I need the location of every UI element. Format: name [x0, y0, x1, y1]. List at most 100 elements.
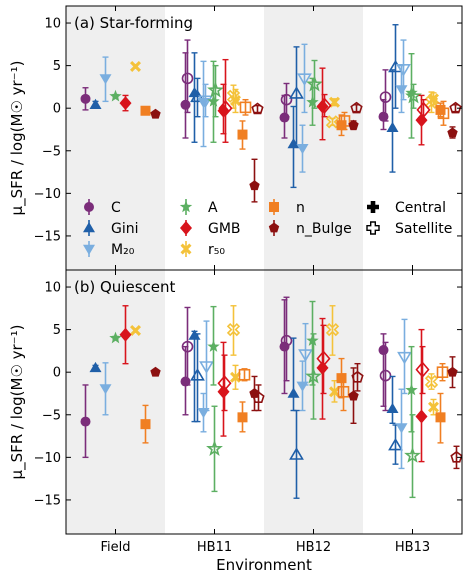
marker-x: [230, 371, 241, 383]
legend-item: A: [179, 199, 218, 216]
y-tick-label: 10: [44, 17, 61, 32]
legend-marker-x: [180, 243, 192, 255]
y-tick-label: −5: [42, 144, 61, 159]
data-point: [119, 305, 132, 365]
marker-triangle-down: [297, 73, 312, 86]
legend: C Gini M₂₀ A GMB r₅₀ n n_Bulge Central Satellite: [83, 199, 452, 258]
legend-item: C: [84, 199, 121, 216]
data-point: [140, 105, 151, 116]
data-point: [289, 409, 304, 499]
marker-circle: [280, 93, 293, 106]
data-point: [181, 39, 194, 114]
marker-star: [206, 439, 223, 456]
shaded-region-field: [66, 6, 165, 270]
star-forming-panel: −15 −10 −5 0 5 10 (a) Star-forming μ_SFR / log(…: [8, 5, 463, 271]
marker-triangle-up: [188, 329, 201, 340]
marker-triangle-up: [287, 387, 300, 398]
marker-circle: [80, 93, 91, 104]
marker-triangle-down: [198, 95, 213, 109]
legend-label: GMB: [208, 221, 241, 237]
marker-triangle-down: [99, 384, 112, 395]
data-point: [180, 52, 191, 139]
marker-square: [237, 412, 248, 423]
data-point: [89, 361, 102, 373]
marker-pentagon: [348, 390, 359, 401]
legend-marker-star: [179, 200, 193, 213]
marker-circle: [378, 111, 389, 122]
data-point: [130, 60, 141, 72]
marker-triangle-up: [386, 402, 399, 413]
marker-square: [435, 104, 446, 115]
marker-diamond: [119, 96, 132, 111]
shaded-region-hb12: [264, 6, 363, 270]
legend-marker-triangle-up: [83, 222, 95, 233]
panel-title: (b) Quiescent: [74, 278, 176, 296]
legend-label: Satellite: [395, 221, 452, 237]
data-point: [238, 368, 251, 382]
data-point: [317, 93, 332, 118]
marker-diamond: [316, 99, 329, 114]
data-point: [415, 345, 430, 395]
data-point: [181, 306, 194, 386]
marker-pentagon: [447, 127, 458, 138]
marker-x: [428, 401, 439, 413]
data-point: [396, 39, 411, 101]
marker-x: [226, 322, 241, 337]
data-point: [350, 101, 363, 114]
data-point: [424, 373, 439, 390]
marker-star: [305, 367, 322, 384]
marker-x: [130, 60, 141, 72]
marker-triangle-down: [395, 423, 408, 434]
data-point: [190, 333, 205, 423]
data-point: [305, 333, 322, 420]
data-point: [405, 345, 418, 433]
data-point: [337, 373, 350, 412]
marker-pentagon: [350, 101, 363, 114]
data-point: [405, 52, 418, 139]
data-point: [207, 305, 220, 386]
data-point: [237, 401, 248, 433]
y-tick-label: −5: [42, 408, 61, 423]
marker-star: [207, 94, 220, 107]
data-point: [435, 392, 446, 444]
x-axis-label: Environment: [216, 556, 312, 574]
y-tick-label: −10: [34, 187, 61, 202]
marker-star: [405, 87, 422, 104]
marker-circle: [379, 369, 392, 382]
marker-diamond: [415, 409, 428, 424]
marker-star: [306, 334, 319, 346]
data-point: [379, 341, 392, 412]
y-tick-label: 0: [53, 366, 61, 381]
plot-frame: [65, 269, 463, 535]
marker-star: [405, 86, 418, 99]
data-point: [450, 445, 463, 470]
data-point: [379, 69, 392, 122]
data-point: [80, 384, 91, 459]
marker-x: [329, 96, 340, 108]
data-point: [226, 305, 241, 356]
marker-square: [436, 366, 449, 378]
marker-square: [338, 115, 351, 127]
marker-circle: [378, 345, 389, 356]
marker-circle: [80, 416, 91, 427]
legend-label: A: [208, 200, 218, 216]
data-point: [449, 101, 462, 114]
data-point: [316, 324, 331, 395]
y-tick-label: −15: [34, 493, 61, 508]
marker-diamond: [416, 101, 431, 119]
data-point: [109, 331, 122, 344]
legend-label: M₂₀: [111, 242, 135, 258]
data-point: [395, 388, 408, 470]
data-point: [249, 375, 260, 412]
marker-circle: [379, 91, 392, 103]
legend-label: r₅₀: [208, 242, 225, 258]
data-point: [180, 345, 191, 416]
y-tick-label: −15: [34, 229, 61, 244]
marker-square: [237, 129, 248, 140]
legend-marker-triangle-down: [83, 244, 95, 255]
marker-triangle-up: [89, 98, 102, 109]
marker-circle: [181, 72, 194, 85]
legend-item: Central: [367, 200, 446, 216]
marker-pentagon: [249, 180, 260, 191]
legend-label: n_Bulge: [296, 221, 352, 237]
